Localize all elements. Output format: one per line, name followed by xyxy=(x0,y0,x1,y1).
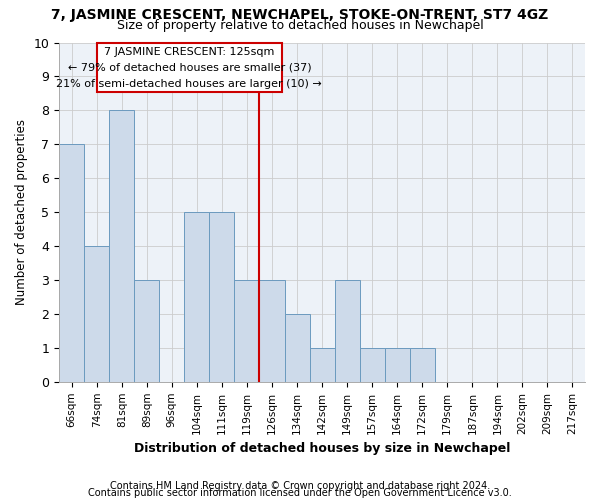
Text: ← 79% of detached houses are smaller (37): ← 79% of detached houses are smaller (37… xyxy=(68,63,311,73)
Y-axis label: Number of detached properties: Number of detached properties xyxy=(15,119,28,305)
Text: Contains HM Land Registry data © Crown copyright and database right 2024.: Contains HM Land Registry data © Crown c… xyxy=(110,481,490,491)
Bar xyxy=(410,348,435,382)
Bar xyxy=(310,348,335,382)
Text: 21% of semi-detached houses are larger (10) →: 21% of semi-detached houses are larger (… xyxy=(56,79,322,89)
Bar xyxy=(209,212,235,382)
Bar xyxy=(385,348,410,382)
Text: Size of property relative to detached houses in Newchapel: Size of property relative to detached ho… xyxy=(116,18,484,32)
Bar xyxy=(259,280,284,382)
Bar xyxy=(284,314,310,382)
Bar xyxy=(184,212,209,382)
Bar xyxy=(335,280,359,382)
Bar xyxy=(359,348,385,382)
Bar xyxy=(59,144,84,382)
X-axis label: Distribution of detached houses by size in Newchapel: Distribution of detached houses by size … xyxy=(134,442,510,455)
Bar xyxy=(97,42,282,92)
Bar xyxy=(109,110,134,382)
Text: 7, JASMINE CRESCENT, NEWCHAPEL, STOKE-ON-TRENT, ST7 4GZ: 7, JASMINE CRESCENT, NEWCHAPEL, STOKE-ON… xyxy=(52,8,548,22)
Bar xyxy=(84,246,109,382)
Bar xyxy=(235,280,259,382)
Text: 7 JASMINE CRESCENT: 125sqm: 7 JASMINE CRESCENT: 125sqm xyxy=(104,47,275,57)
Text: Contains public sector information licensed under the Open Government Licence v3: Contains public sector information licen… xyxy=(88,488,512,498)
Bar xyxy=(134,280,160,382)
